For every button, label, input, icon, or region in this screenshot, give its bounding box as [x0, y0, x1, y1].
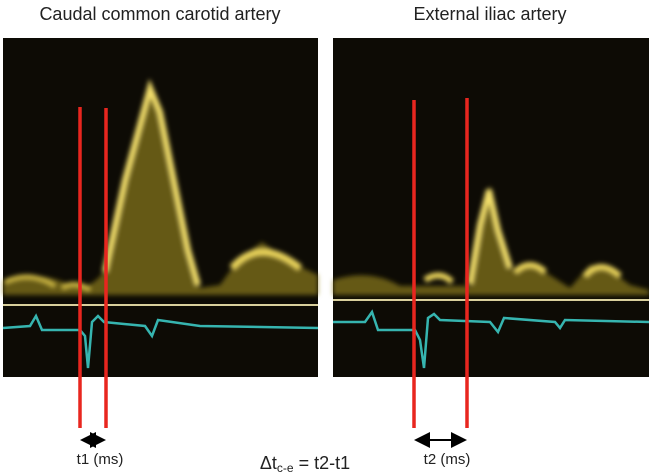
- panel-title: Caudal common carotid artery: [39, 4, 280, 24]
- formula: Δtc-e = t2-t1: [260, 453, 350, 475]
- interval-label: t1 (ms): [77, 451, 124, 468]
- interval-label: t2 (ms): [424, 451, 471, 468]
- ecg-trace: [333, 309, 649, 369]
- formula-subscript: c-e: [277, 461, 294, 475]
- formula-suffix: = t2-t1: [294, 453, 351, 473]
- formula-prefix: Δt: [260, 453, 277, 473]
- doppler-waveform: [333, 185, 649, 295]
- doppler-waveform: [3, 78, 318, 295]
- ecg-trace: [2, 313, 319, 369]
- panel-title: External iliac artery: [413, 4, 566, 24]
